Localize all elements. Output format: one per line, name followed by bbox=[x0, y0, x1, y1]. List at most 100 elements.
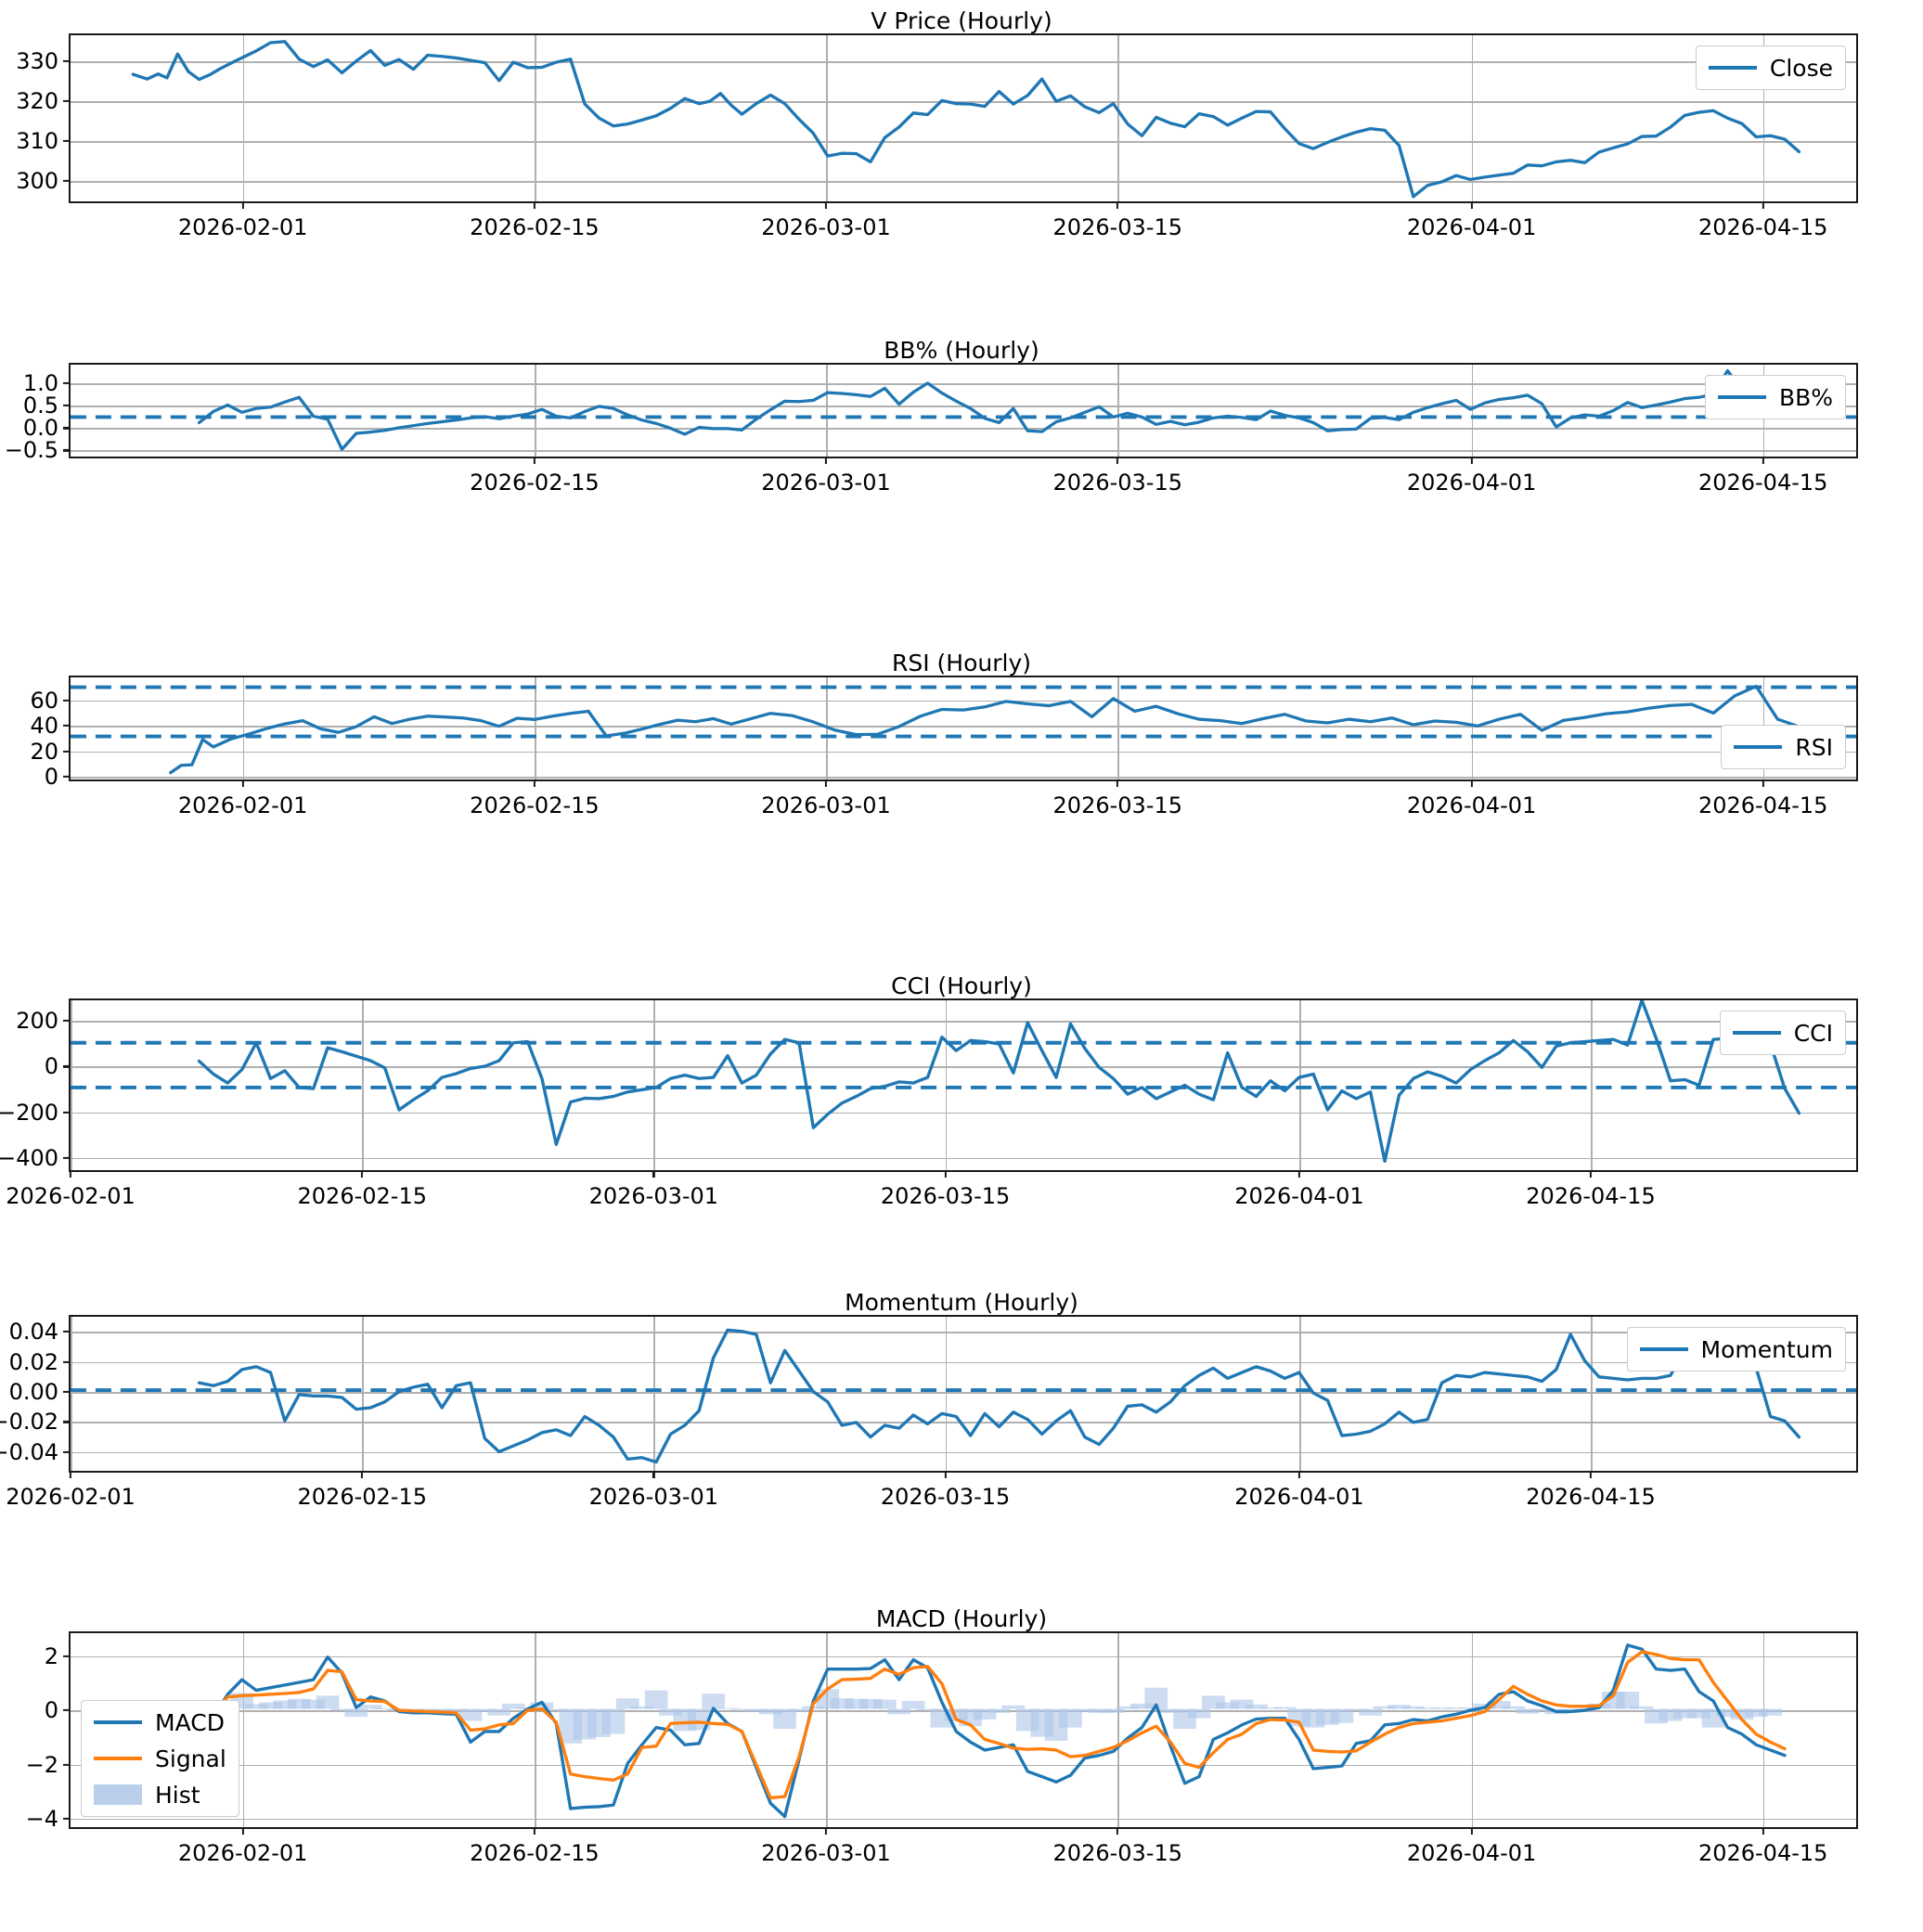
legend-entry-hist: Hist bbox=[94, 1782, 226, 1809]
xtick-label-cci-0: 2026-02-01 bbox=[6, 1183, 136, 1209]
panel-title-momentum: Momentum (Hourly) bbox=[845, 1289, 1078, 1316]
ytick-label-price-0: 300 bbox=[16, 168, 58, 195]
xtick-mark bbox=[241, 1827, 244, 1835]
hist-bar bbox=[659, 1708, 682, 1716]
series-line-cci bbox=[197, 1000, 1801, 1164]
hist-bar bbox=[1516, 1708, 1540, 1714]
ytick-label-bbpct-1: 0.0 bbox=[22, 415, 58, 442]
hist-bar bbox=[287, 1698, 311, 1709]
xtick-label-macd-2: 2026-03-01 bbox=[761, 1840, 891, 1866]
gridline-horizontal bbox=[71, 1391, 1856, 1394]
hist-bar bbox=[358, 1705, 382, 1709]
hist-bar bbox=[1116, 1706, 1140, 1709]
hist-bar bbox=[1059, 1708, 1082, 1728]
legend-line-icon bbox=[1732, 1030, 1781, 1036]
xtick-mark bbox=[533, 779, 536, 787]
hist-bar bbox=[1073, 1708, 1097, 1712]
legend-line-icon bbox=[1639, 1346, 1688, 1352]
xtick-label-momentum-5: 2026-04-15 bbox=[1526, 1484, 1656, 1510]
xtick-label-momentum-3: 2026-03-15 bbox=[880, 1484, 1011, 1510]
xtick-mark bbox=[69, 1471, 72, 1478]
hist-bar bbox=[1430, 1707, 1453, 1709]
axes-price: 300 310 320 330 2026-02-01 2026-02-15 2026-03-… bbox=[16, 33, 1858, 240]
gridline-vertical bbox=[826, 1633, 828, 1827]
ytick-label-rsi-1: 20 bbox=[30, 738, 58, 765]
gridline-vertical bbox=[945, 1317, 948, 1471]
hist-bar bbox=[987, 1708, 1011, 1713]
legend-entry-close: Close bbox=[1708, 55, 1833, 82]
gridline-horizontal bbox=[71, 1332, 1856, 1333]
xtick-mark bbox=[1470, 201, 1473, 209]
hist-bar bbox=[858, 1699, 883, 1709]
xtick-label-rsi-3: 2026-03-15 bbox=[1052, 792, 1183, 818]
hist-bar bbox=[530, 1702, 554, 1709]
hist-bar bbox=[773, 1708, 796, 1730]
hist-bar bbox=[1087, 1708, 1111, 1713]
gridline-vertical bbox=[534, 1633, 536, 1827]
hist-bar bbox=[887, 1708, 911, 1715]
xtick-label-macd-5: 2026-04-15 bbox=[1697, 1840, 1828, 1866]
gridline-horizontal bbox=[71, 1157, 1856, 1160]
plot-area-price bbox=[71, 35, 1856, 201]
ytick-label-macd-1: −2 bbox=[25, 1751, 58, 1778]
gridline-horizontal bbox=[71, 101, 1856, 103]
ytick-label-cci-1: −200 bbox=[0, 1099, 58, 1126]
hist-bar bbox=[1258, 1707, 1283, 1709]
xtick-mark bbox=[361, 1471, 364, 1478]
gridline-vertical bbox=[1298, 1317, 1301, 1471]
ytick-mark bbox=[63, 449, 71, 452]
xtick-label-cci-2: 2026-03-01 bbox=[588, 1183, 719, 1209]
xtick-label-bbpct-1: 2026-03-01 bbox=[761, 470, 891, 496]
hist-bar bbox=[544, 1708, 568, 1711]
series-line-rsi bbox=[169, 684, 1801, 775]
ytick-mark bbox=[63, 1360, 71, 1363]
hist-bar bbox=[1616, 1691, 1640, 1709]
xtick-label-price-0: 2026-02-01 bbox=[177, 214, 308, 240]
gridline-vertical bbox=[1471, 677, 1474, 779]
hist-bar bbox=[716, 1707, 740, 1709]
gridline-vertical bbox=[1471, 1633, 1474, 1827]
gridline-horizontal bbox=[71, 141, 1856, 143]
hist-bar bbox=[259, 1702, 282, 1709]
axes-bbpct: −0.5 0.0 0.5 1.0 2026-02-15 2026-03-01 2026-03… bbox=[5, 363, 1858, 496]
ytick-mark bbox=[63, 1111, 71, 1114]
legend-label: RSI bbox=[1795, 733, 1833, 761]
gridline-vertical bbox=[242, 1633, 245, 1827]
hist-bar bbox=[1373, 1706, 1397, 1709]
gridline-vertical bbox=[1117, 365, 1119, 457]
xtick-mark bbox=[1470, 779, 1473, 787]
xtick-mark bbox=[1470, 457, 1473, 464]
series-canvas-cci bbox=[71, 1000, 1856, 1164]
ytick-label-momentum-4: 0.04 bbox=[8, 1319, 58, 1346]
hist-bar bbox=[845, 1698, 868, 1709]
legend-entry-macd: MACD bbox=[94, 1709, 226, 1736]
series-canvas-bbpct bbox=[71, 368, 1856, 451]
ytick-label-price-1: 310 bbox=[16, 128, 58, 155]
hist-bar bbox=[1330, 1708, 1354, 1723]
hist-bar bbox=[1272, 1707, 1297, 1709]
ytick-mark bbox=[63, 427, 71, 430]
xtick-mark bbox=[652, 1471, 655, 1478]
xtick-mark bbox=[1297, 1471, 1301, 1478]
hist-bar bbox=[1530, 1708, 1554, 1711]
ytick-mark bbox=[63, 1331, 71, 1333]
hist-bar bbox=[615, 1698, 639, 1709]
ytick-label-price-3: 330 bbox=[16, 47, 58, 74]
gridline-horizontal bbox=[71, 1112, 1856, 1114]
hist-bar bbox=[330, 1708, 354, 1711]
xtick-mark bbox=[1589, 1170, 1593, 1178]
gridline-vertical bbox=[534, 35, 536, 201]
hist-bar bbox=[1730, 1708, 1754, 1720]
legend-line-icon bbox=[94, 1756, 142, 1761]
hist-bar bbox=[830, 1698, 854, 1709]
legend-label: Signal bbox=[155, 1745, 226, 1772]
series-canvas-rsi bbox=[71, 684, 1856, 775]
gridline-vertical bbox=[1117, 35, 1119, 201]
gridline-vertical bbox=[1471, 365, 1474, 457]
ytick-mark bbox=[63, 1065, 71, 1068]
ytick-label-momentum-3: 0.02 bbox=[8, 1348, 58, 1375]
hist-bar bbox=[244, 1704, 268, 1709]
gridline-vertical bbox=[362, 1317, 364, 1471]
hist-bar bbox=[458, 1708, 483, 1721]
hist-bar bbox=[1687, 1708, 1711, 1719]
